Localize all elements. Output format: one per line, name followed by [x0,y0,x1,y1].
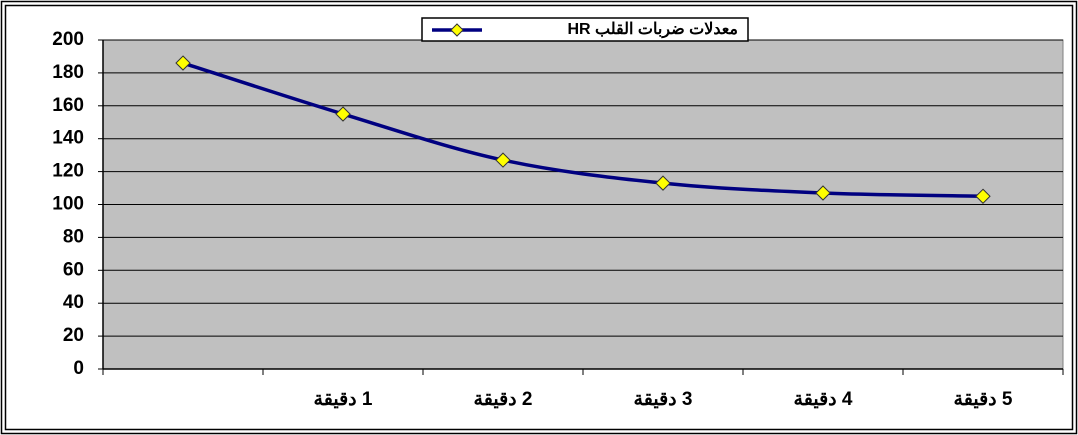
x-tick-label: 2 دقيقة [474,389,533,410]
x-tick-label: 1 دقيقة [314,389,373,410]
legend-marker [450,23,464,37]
x-tick-label: 3 دقيقة [634,389,693,410]
marker [495,152,511,168]
x-tick-label: 4 دقيقة [794,389,853,410]
y-tick-label: 200 [52,29,84,50]
marker [335,106,351,122]
y-tick-label: 120 [52,161,84,182]
marker [655,175,671,191]
x-tick-label: 5 دقيقة [954,389,1013,410]
y-tick-label: 20 [63,325,84,346]
y-tick-label: 160 [52,95,84,116]
marker [175,55,191,71]
y-tick-label: 40 [63,292,84,313]
marker [815,185,831,201]
marker [975,188,991,204]
y-tick-label: 0 [73,358,84,379]
y-tick-label: 180 [52,62,84,83]
y-tick-label: 140 [52,128,84,149]
y-tick-label: 80 [63,226,84,247]
legend-box [421,17,749,42]
inner-border [4,4,1074,431]
legend-label: معدلات ضربات القلب HR [567,21,738,39]
series-line [182,61,984,199]
y-tick-label: 100 [52,194,84,215]
y-tick-label: 60 [63,259,84,280]
